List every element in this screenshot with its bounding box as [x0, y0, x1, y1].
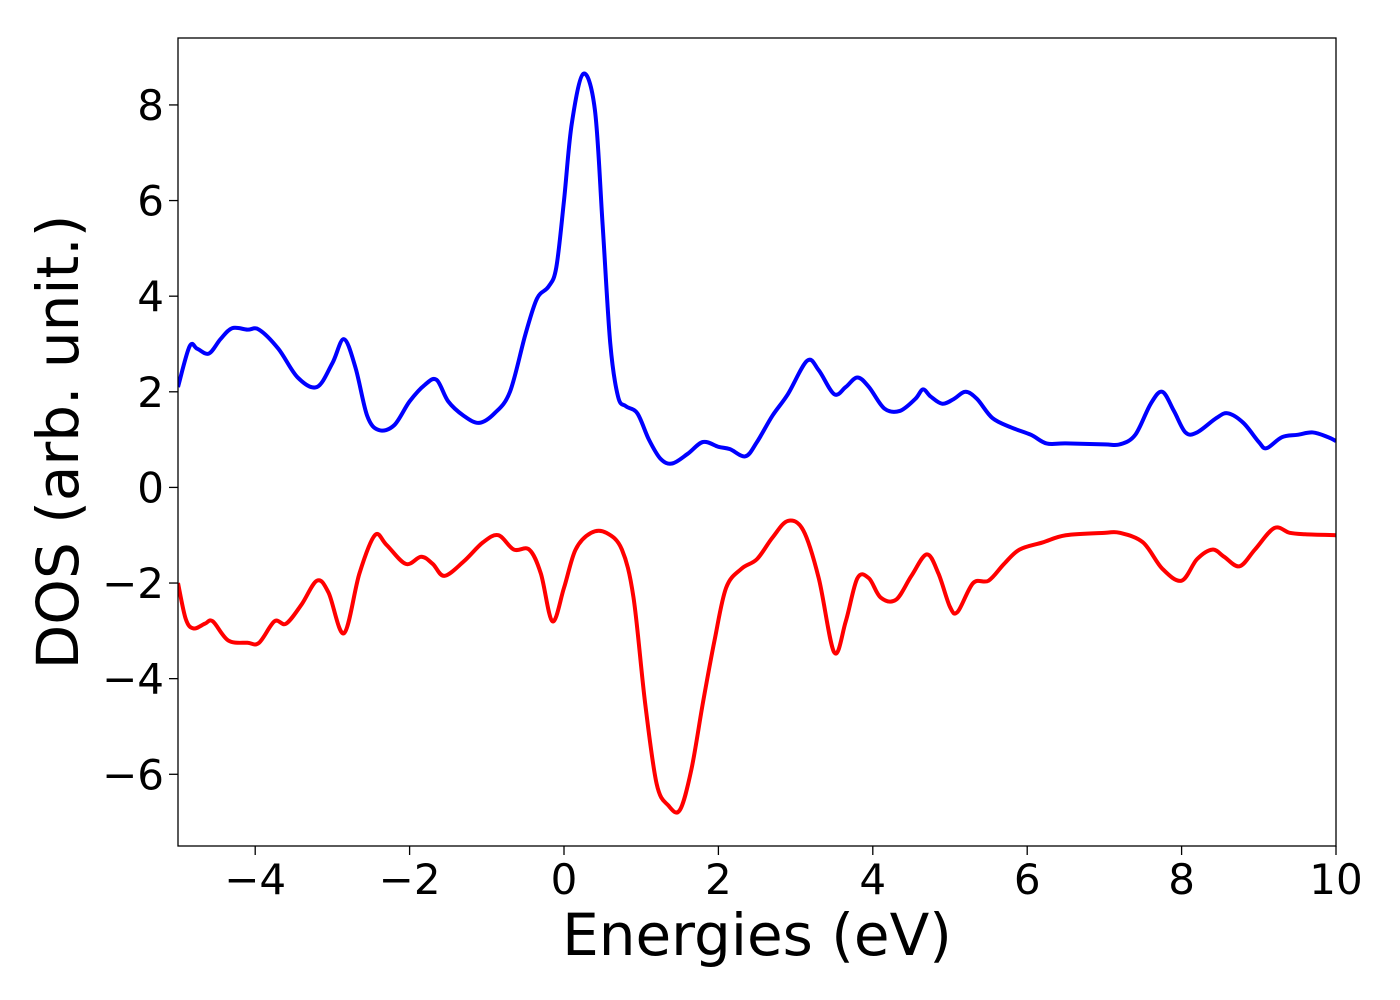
x-axis-label: Energies (eV) [562, 901, 952, 969]
x-tick-label: −2 [379, 855, 441, 904]
y-tick-label: 6 [137, 177, 164, 226]
x-tick-label: 10 [1309, 855, 1362, 904]
y-tick-label: 8 [137, 81, 164, 130]
x-tick-label: 8 [1168, 855, 1195, 904]
x-tick-label: 6 [1014, 855, 1041, 904]
y-tick-label: −4 [102, 655, 164, 704]
x-tick-label: 0 [551, 855, 578, 904]
dos-line [178, 71, 1336, 466]
y-tick-label: −2 [102, 559, 164, 608]
y-tick-label: 0 [137, 463, 164, 512]
x-tick-label: −4 [224, 855, 286, 904]
x-tick-label: 2 [705, 855, 732, 904]
y-tick-label: −6 [102, 750, 164, 799]
x-tick-label: 4 [859, 855, 886, 904]
dos-line [178, 518, 1336, 815]
plot-frame [177, 37, 1337, 847]
y-tick-label: 2 [137, 368, 164, 417]
y-tick-label: 4 [137, 272, 164, 321]
y-axis-label: DOS (arb. unit.) [24, 215, 92, 670]
